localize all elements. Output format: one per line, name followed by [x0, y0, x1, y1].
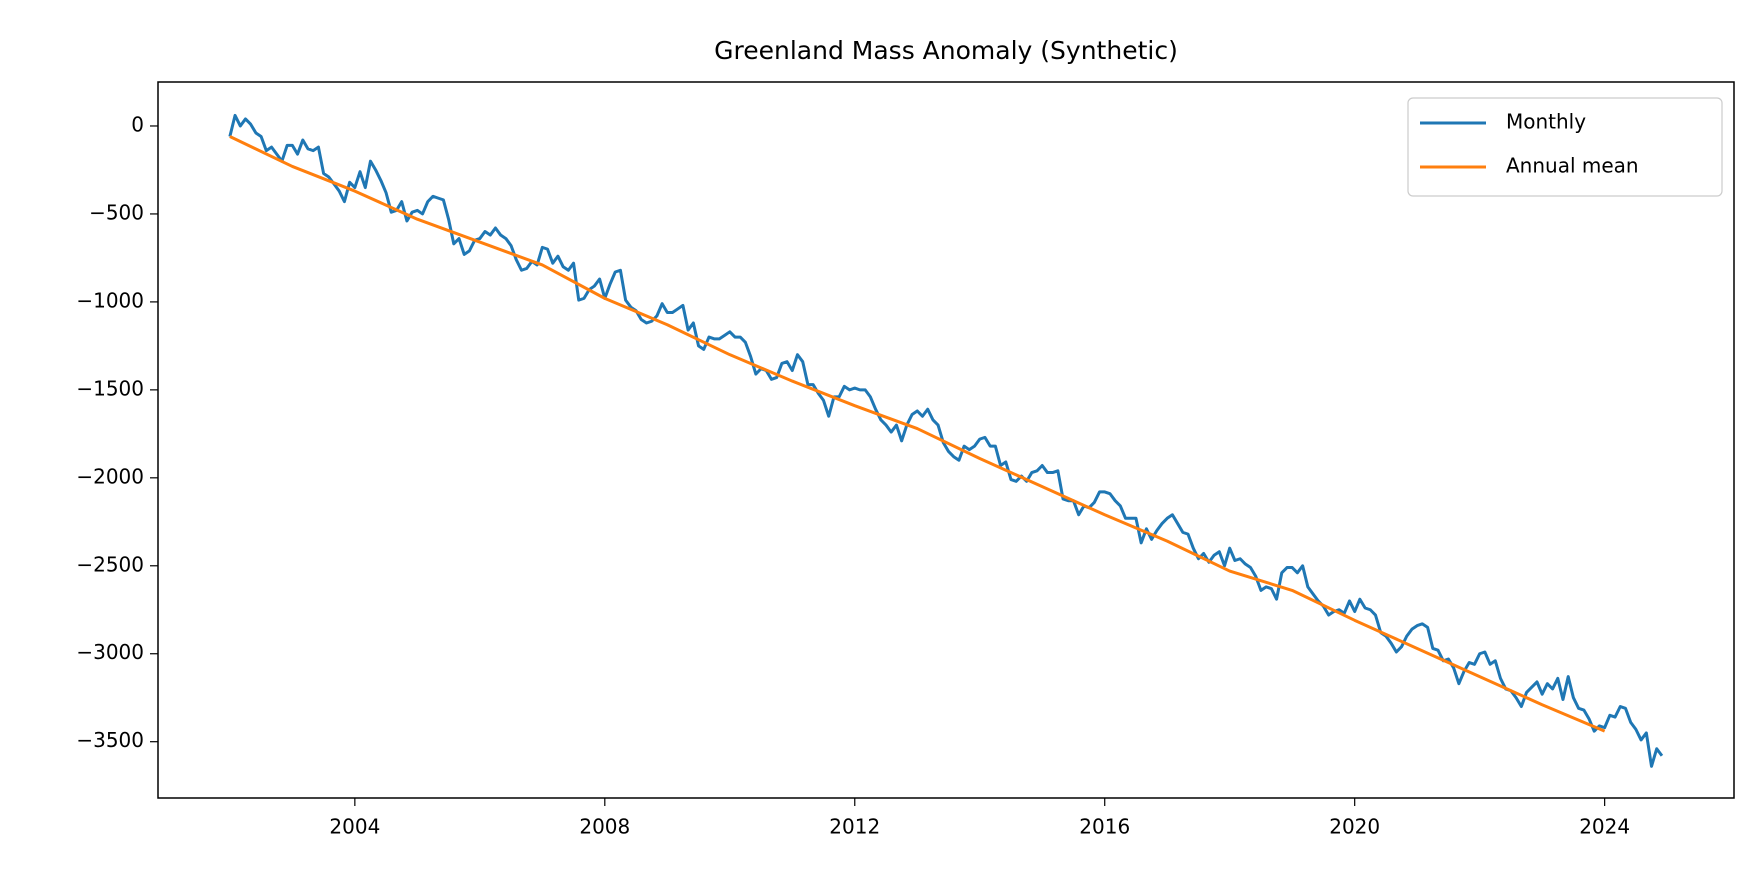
y-tick-label: −1500 [76, 376, 144, 400]
legend-label: Monthly [1506, 110, 1586, 134]
y-tick-label: −2000 [76, 464, 144, 488]
y-tick-label: −2500 [76, 552, 144, 576]
x-tick-label: 2020 [1329, 815, 1380, 839]
data-line [228, 113, 1664, 768]
legend-box [1407, 97, 1723, 197]
x-tick-label: 2016 [1079, 815, 1130, 839]
y-tick-label: −1000 [76, 288, 144, 312]
y-tick-label: −3500 [76, 728, 144, 752]
x-tick-label: 2012 [829, 815, 880, 839]
x-tick-label: 2008 [579, 815, 630, 839]
data-line [229, 135, 1606, 733]
x-tick-label: 2024 [1579, 815, 1630, 839]
y-tick-label: −3000 [76, 640, 144, 664]
legend-label: Annual mean [1506, 154, 1639, 178]
chart-title: Greenland Mass Anomaly (Synthetic) [714, 36, 1178, 65]
y-tick-label: 0 [131, 112, 144, 136]
y-tick-label: −500 [89, 200, 144, 224]
x-tick-label: 2004 [329, 815, 380, 839]
axes-frame [157, 81, 1735, 799]
